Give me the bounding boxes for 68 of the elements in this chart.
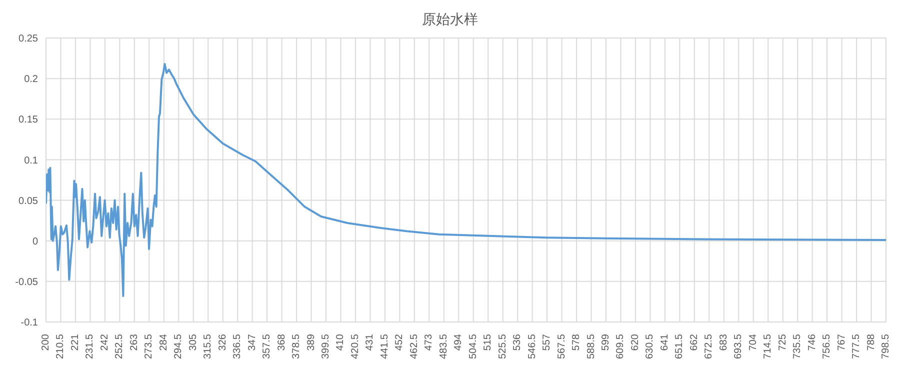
x-tick-label: 693.5 [733, 334, 744, 360]
x-tick-label: 200 [40, 334, 52, 351]
x-tick-label: 578 [571, 334, 582, 351]
x-tick-label: 452 [394, 334, 406, 351]
x-tick-label: 672.5 [704, 334, 715, 360]
x-tick-label: 462.5 [408, 334, 420, 360]
y-tick-label: 0.2 [24, 74, 38, 86]
x-tick-label: 389 [306, 334, 317, 351]
x-tick-label: 651.5 [674, 334, 686, 360]
y-tick-label: 0.25 [18, 34, 38, 45]
x-tick-label: 399.5 [320, 334, 332, 360]
x-tick-label: 756.5 [822, 334, 833, 360]
x-tick-label: 599 [600, 334, 612, 351]
y-tick-label: 0.05 [18, 196, 38, 207]
x-tick-label: 305 [188, 334, 199, 351]
x-tick-label: 641 [659, 334, 670, 351]
x-tick-label: 494 [453, 334, 464, 351]
y-tick-label: 0.15 [18, 114, 38, 126]
line-series [46, 62, 886, 298]
x-tick-label: 504.5 [468, 334, 479, 360]
x-tick-label: 326 [217, 334, 228, 351]
x-tick-label: 620 [630, 334, 641, 351]
x-tick-label: 410 [335, 334, 346, 351]
x-tick-label: 714.5 [762, 334, 774, 360]
x-tick-label: 798.5 [880, 334, 892, 360]
x-tick-label: 546.5 [526, 334, 538, 360]
x-tick-label: 725 [777, 334, 788, 351]
x-tick-label: 483.5 [438, 334, 450, 360]
x-tick-label: 242 [99, 334, 110, 351]
y-tick-label: 0 [32, 236, 38, 248]
x-tick-label: 515 [482, 334, 494, 351]
x-tick-label: 378.5 [291, 334, 302, 360]
x-tick-label: 557 [542, 334, 553, 351]
x-tick-label: 767 [836, 334, 848, 351]
x-tick-label: 315.5 [202, 334, 214, 360]
x-tick-label: 357.5 [262, 334, 273, 360]
x-tick-label: 368 [276, 334, 288, 351]
x-tick-label: 273.5 [144, 334, 155, 360]
x-tick-label: 263 [128, 334, 140, 351]
x-tick-label: 473 [424, 334, 435, 351]
x-tick-label: 210.5 [55, 334, 66, 360]
x-tick-label: 336.5 [232, 334, 244, 360]
x-tick-label: 777.5 [851, 334, 862, 360]
x-tick-label: 525.5 [497, 334, 508, 360]
x-tick-label: 588.5 [586, 334, 597, 360]
x-tick-label: 441.5 [379, 334, 390, 360]
x-tick-label: 683 [718, 334, 730, 351]
x-tick-label: 431 [364, 334, 376, 351]
x-tick-label: 567.5 [556, 334, 568, 360]
x-tick-label: 704 [748, 334, 759, 351]
x-tick-label: 420.5 [350, 334, 361, 360]
x-tick-label: 284 [158, 334, 170, 351]
x-tick-label: 788 [866, 334, 877, 351]
x-tick-label: 746 [806, 334, 818, 351]
y-tick-label: 0.1 [24, 155, 38, 166]
x-tick-label: 252.5 [114, 334, 126, 360]
x-tick-label: 221 [70, 334, 81, 351]
x-tick-label: 536 [512, 334, 524, 351]
x-tick-label: 347 [246, 334, 258, 351]
x-tick-label: 630.5 [644, 334, 656, 360]
x-tick-label: 735.5 [792, 334, 804, 360]
y-tick-label: -0.05 [15, 276, 38, 288]
x-tick-label: 609.5 [615, 334, 626, 360]
x-tick-label: 231.5 [84, 334, 96, 360]
y-tick-label: -0.1 [20, 318, 38, 329]
chart-title: 原始水样 [421, 10, 479, 29]
x-tick-label: 662 [688, 334, 700, 351]
x-tick-label: 294.5 [173, 334, 184, 360]
